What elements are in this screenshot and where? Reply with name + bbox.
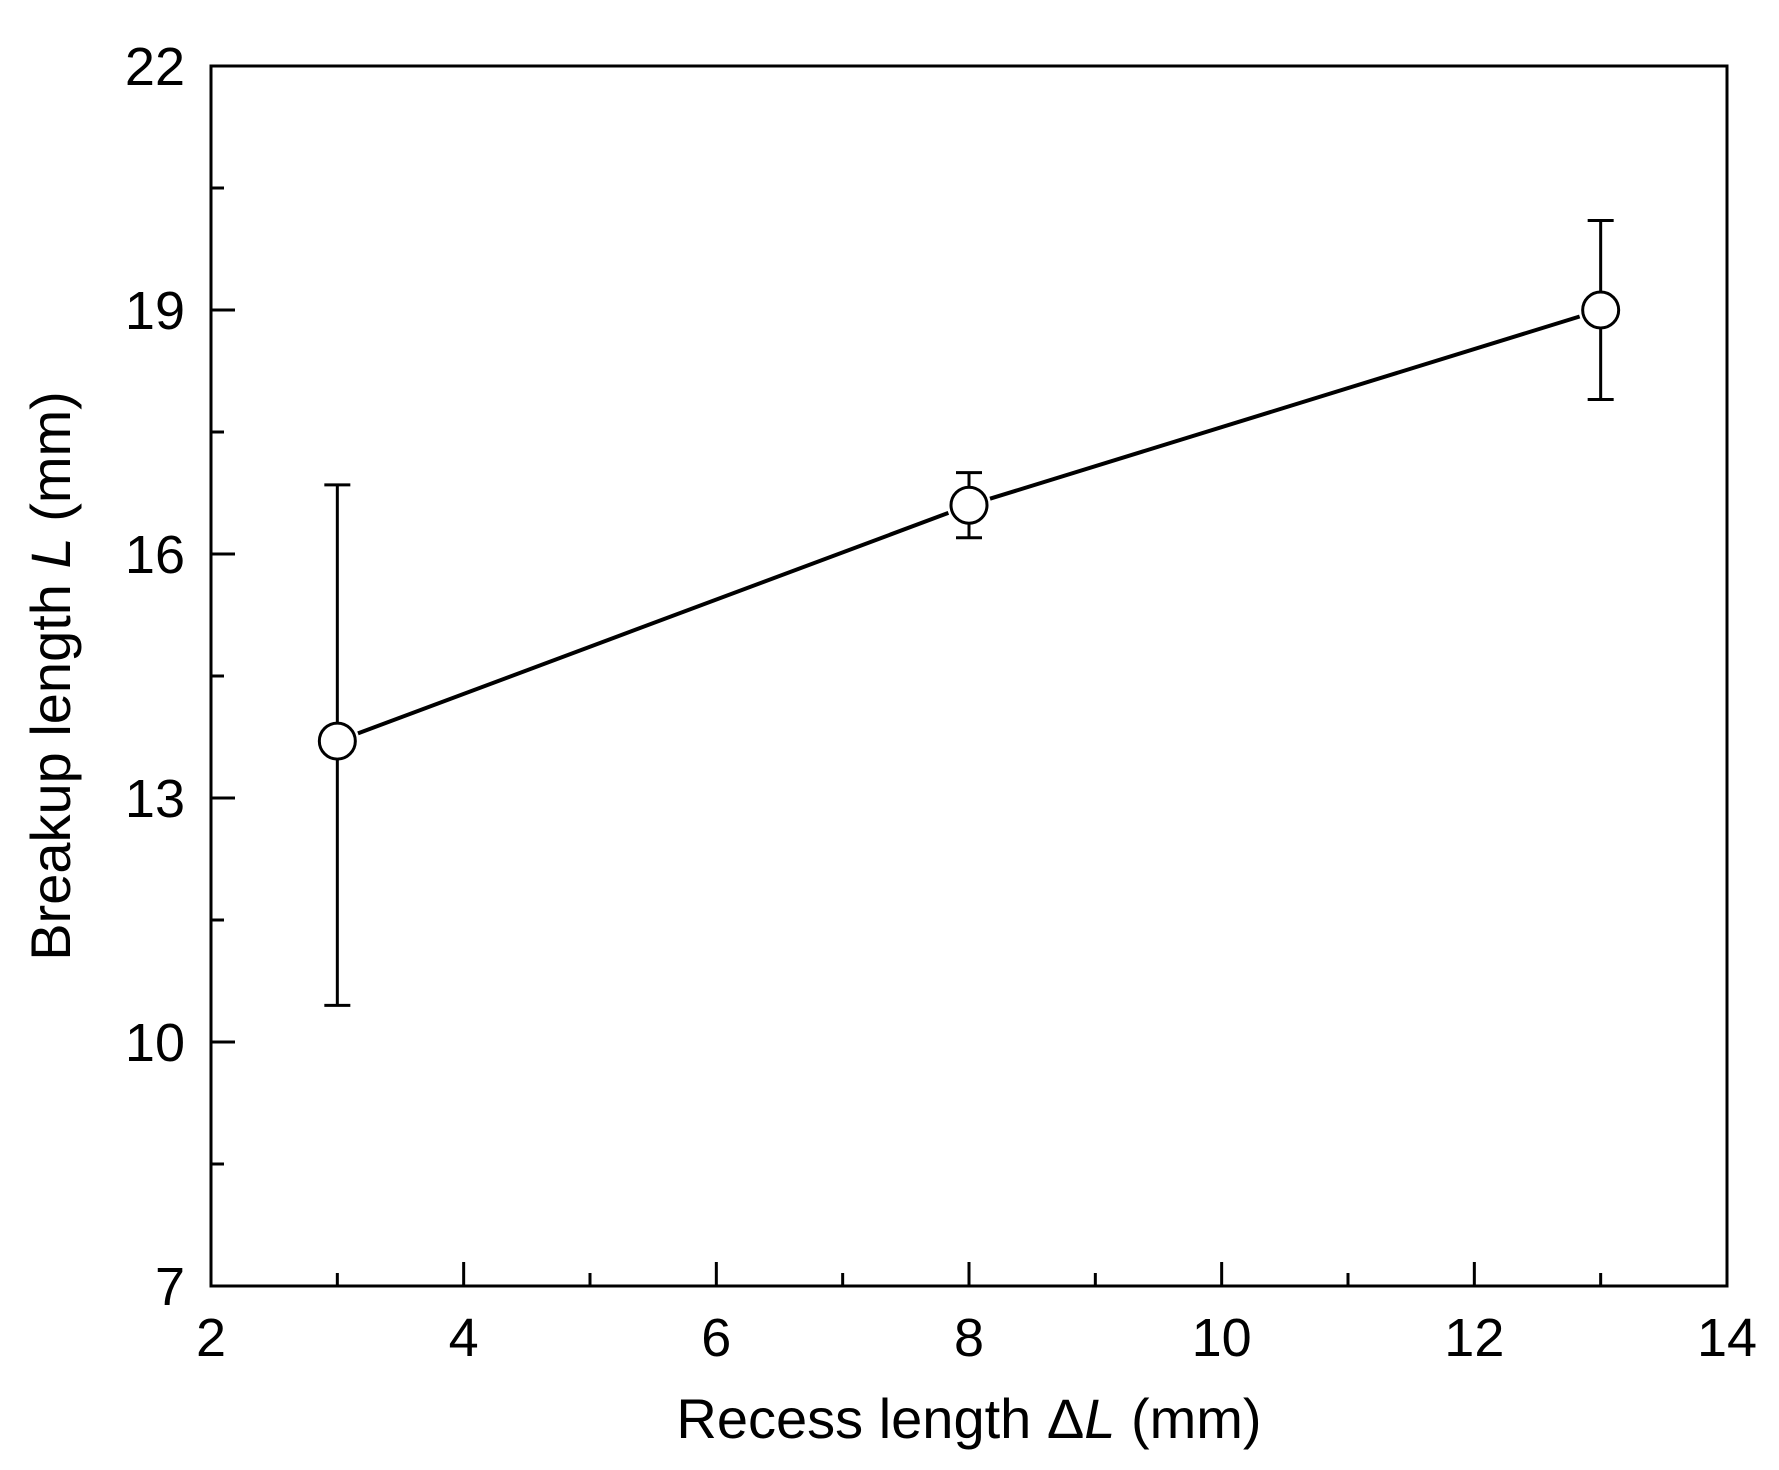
y-tick-label: 13 xyxy=(125,769,185,829)
x-tick-label: 2 xyxy=(196,1308,226,1368)
y-axis-title: Breakup length L (mm) xyxy=(19,391,82,961)
x-axis-ticks: 2 4 6 8 10 12 14 xyxy=(196,1262,1757,1368)
x-tick-label: 8 xyxy=(954,1308,984,1368)
data-point xyxy=(949,485,989,525)
data-point xyxy=(1581,290,1621,330)
x-tick-label: 14 xyxy=(1697,1308,1757,1368)
y-tick-label: 7 xyxy=(155,1257,185,1317)
x-axis-title-post: (mm) xyxy=(1115,1387,1261,1450)
x-axis-title-var: L xyxy=(1084,1387,1115,1450)
data-series xyxy=(317,219,1621,1007)
x-axis-title-pre: Recess length Δ xyxy=(676,1387,1084,1450)
plot-frame xyxy=(209,64,1729,1288)
y-tick-label: 22 xyxy=(125,37,185,97)
x-tick-label: 4 xyxy=(449,1308,479,1368)
y-tick-label: 10 xyxy=(125,1013,185,1073)
series-line-segment xyxy=(989,314,1581,501)
x-tick-label: 12 xyxy=(1444,1308,1504,1368)
x-tick-label: 6 xyxy=(701,1308,731,1368)
y-axis-title-post: (mm) xyxy=(19,391,82,537)
y-axis-title-pre: Breakup length xyxy=(19,569,82,961)
y-axis-ticks: 7 10 13 16 19 22 xyxy=(125,37,235,1317)
x-axis-title: Recess length ΔL (mm) xyxy=(676,1387,1261,1450)
x-tick-label: 10 xyxy=(1192,1308,1252,1368)
y-tick-label: 16 xyxy=(125,525,185,585)
y-axis-title-var: L xyxy=(19,537,82,568)
data-point xyxy=(317,721,357,761)
series-line-segment xyxy=(357,511,950,736)
y-tick-label: 19 xyxy=(125,281,185,341)
